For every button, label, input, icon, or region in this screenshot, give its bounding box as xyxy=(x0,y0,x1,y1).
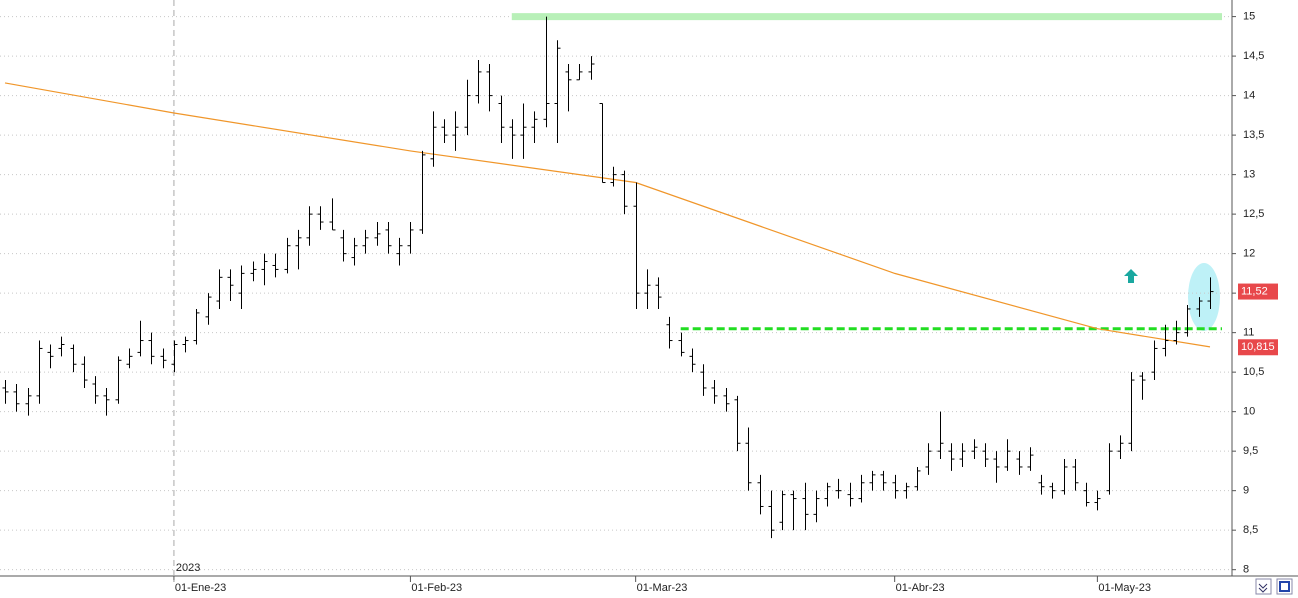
x-tick-label: 01-Abr-23 xyxy=(896,582,945,594)
icon xyxy=(1258,583,1268,593)
y-tick-label: 15 xyxy=(1243,10,1255,22)
x-tick-label: 01-May-23 xyxy=(1098,582,1151,594)
icon xyxy=(1279,581,1290,592)
y-tick-label: 8 xyxy=(1243,564,1249,576)
grid xyxy=(0,16,1232,571)
y-tick-label: 9,5 xyxy=(1243,445,1258,457)
icon-button[interactable] xyxy=(1255,578,1272,595)
up-arrow xyxy=(1124,269,1138,283)
x-tick-label: 01-Mar-23 xyxy=(637,582,688,594)
x-tick-label: 01-Feb-23 xyxy=(411,582,462,594)
y-tick-label: 10 xyxy=(1243,406,1255,418)
y-tick-label: 8,5 xyxy=(1243,524,1258,536)
y-tick-label: 13 xyxy=(1243,169,1255,181)
y-tick-label: 9 xyxy=(1243,485,1249,497)
x-tick-label: 01-Ene-23 xyxy=(175,582,226,594)
y-tick-label: 12 xyxy=(1243,248,1255,260)
price-tag xyxy=(1238,283,1278,300)
y-tick-label: 14,5 xyxy=(1243,50,1264,62)
y-tick-label: 14 xyxy=(1243,90,1255,102)
price-tag-label: 10,815 xyxy=(1241,341,1275,353)
price-tag-label: 11,52 xyxy=(1241,285,1268,297)
highlight-ellipse xyxy=(1188,263,1220,331)
y-tick-label: 13,5 xyxy=(1243,129,1264,141)
y-tick-label: 12,5 xyxy=(1243,208,1264,220)
toolbar-icons[interactable] xyxy=(1255,578,1293,595)
price-tag xyxy=(1238,339,1278,356)
y-tick-label: 11 xyxy=(1243,327,1254,339)
y-tick-label: 10,5 xyxy=(1243,366,1264,378)
moving-average xyxy=(4,82,1211,348)
year-label: 2023 xyxy=(176,562,200,574)
